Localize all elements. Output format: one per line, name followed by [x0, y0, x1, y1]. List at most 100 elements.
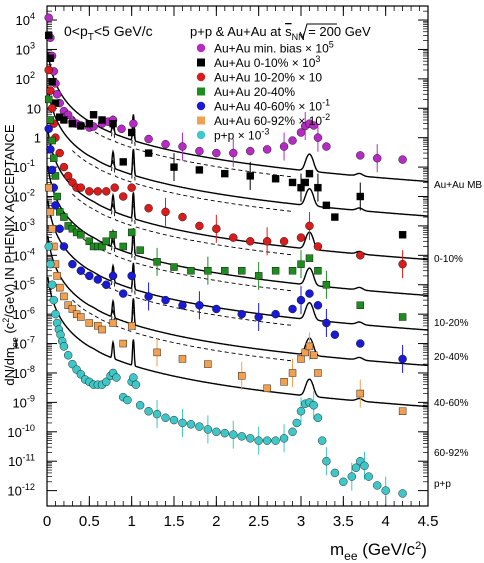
y-tick-label: 10-7	[12, 335, 35, 352]
data-point	[246, 172, 254, 180]
x-tick-label: 2	[212, 513, 220, 530]
data-point	[50, 154, 58, 162]
data-point	[93, 187, 103, 196]
data-point	[123, 395, 132, 405]
data-point	[195, 301, 204, 310]
data-point	[102, 187, 111, 196]
data-point	[271, 175, 280, 183]
data-point	[46, 145, 55, 154]
data-point	[153, 348, 161, 357]
data-point	[245, 237, 255, 246]
data-point	[322, 457, 331, 466]
y-tick-label: 104	[15, 11, 35, 28]
data-point	[314, 369, 322, 377]
data-point	[131, 380, 141, 389]
data-point	[322, 142, 331, 151]
data-point	[144, 149, 153, 157]
y-tick-label: 1	[34, 131, 41, 146]
legend-marker	[197, 58, 205, 67]
data-point	[221, 267, 229, 275]
data-point	[44, 124, 53, 134]
data-point	[93, 275, 103, 284]
data-point	[85, 187, 94, 196]
data-point	[204, 267, 212, 275]
data-point	[212, 148, 221, 158]
data-point	[313, 133, 323, 142]
x-tick-label: 2.5	[248, 513, 269, 530]
data-point	[102, 237, 110, 245]
data-point	[44, 95, 53, 104]
data-point	[254, 436, 263, 445]
model-curve-dashed	[72, 229, 293, 292]
model-curve	[47, 86, 429, 217]
model-curves	[47, 51, 429, 408]
y-tick-label: 10	[27, 101, 41, 116]
data-point	[55, 148, 64, 158]
data-point	[170, 163, 178, 171]
data-point	[68, 259, 77, 269]
y-tick-label: 102	[15, 70, 35, 87]
data-point	[339, 477, 348, 486]
plot-frame	[46, 5, 429, 507]
data-point	[178, 355, 187, 363]
data-point	[237, 432, 246, 441]
data-point	[356, 339, 365, 348]
data-point	[68, 305, 77, 313]
x-tick-label: 4	[381, 513, 389, 530]
data-point	[136, 246, 144, 254]
data-point	[398, 155, 407, 164]
model-curve-dashed	[72, 150, 293, 212]
data-point	[373, 154, 382, 163]
data-point	[297, 183, 305, 192]
data-point	[301, 348, 309, 357]
data-point	[305, 254, 314, 262]
data-point	[279, 434, 289, 443]
data-point	[170, 263, 178, 271]
y-tick-label: 103	[15, 41, 35, 58]
data-point	[47, 104, 57, 113]
x-tick-label: 3	[297, 513, 305, 530]
model-curve	[47, 51, 429, 183]
data-point	[53, 272, 61, 280]
data-point	[129, 119, 138, 128]
legend-marker	[197, 116, 205, 125]
data-point	[60, 116, 68, 124]
data-point	[178, 142, 187, 151]
data-point	[195, 422, 204, 431]
data-point	[85, 119, 94, 128]
data-point	[178, 418, 187, 428]
x-tick-label: 1	[127, 513, 135, 530]
data-point	[77, 313, 85, 321]
x-tick-label: 0	[43, 513, 51, 530]
side-label: 0-10%	[434, 254, 463, 265]
data-point	[279, 237, 289, 246]
data-point	[118, 192, 128, 201]
data-point	[161, 207, 170, 217]
data-point	[356, 251, 365, 260]
data-point	[127, 228, 136, 237]
data-point	[85, 271, 94, 281]
data-point	[77, 231, 85, 239]
data-point	[98, 325, 106, 334]
y-tick-label: 10-2	[12, 188, 35, 205]
data-point	[271, 309, 280, 319]
side-label: 60-92%	[434, 448, 469, 459]
data-point	[305, 289, 314, 298]
data-point	[296, 233, 306, 242]
data-point	[195, 221, 204, 231]
y-tick-label: 10-10	[7, 423, 35, 440]
data-point	[331, 213, 339, 221]
data-point	[46, 259, 55, 269]
data-point	[322, 318, 331, 328]
data-point	[98, 116, 106, 124]
model-curve	[47, 165, 428, 297]
data-point	[221, 169, 229, 178]
data-point	[63, 171, 73, 181]
data-point	[51, 172, 60, 180]
data-point	[48, 136, 56, 145]
data-point	[356, 192, 364, 201]
data-point	[280, 378, 288, 386]
data-point	[314, 267, 322, 275]
data-point	[48, 78, 56, 86]
data-point	[322, 201, 331, 210]
